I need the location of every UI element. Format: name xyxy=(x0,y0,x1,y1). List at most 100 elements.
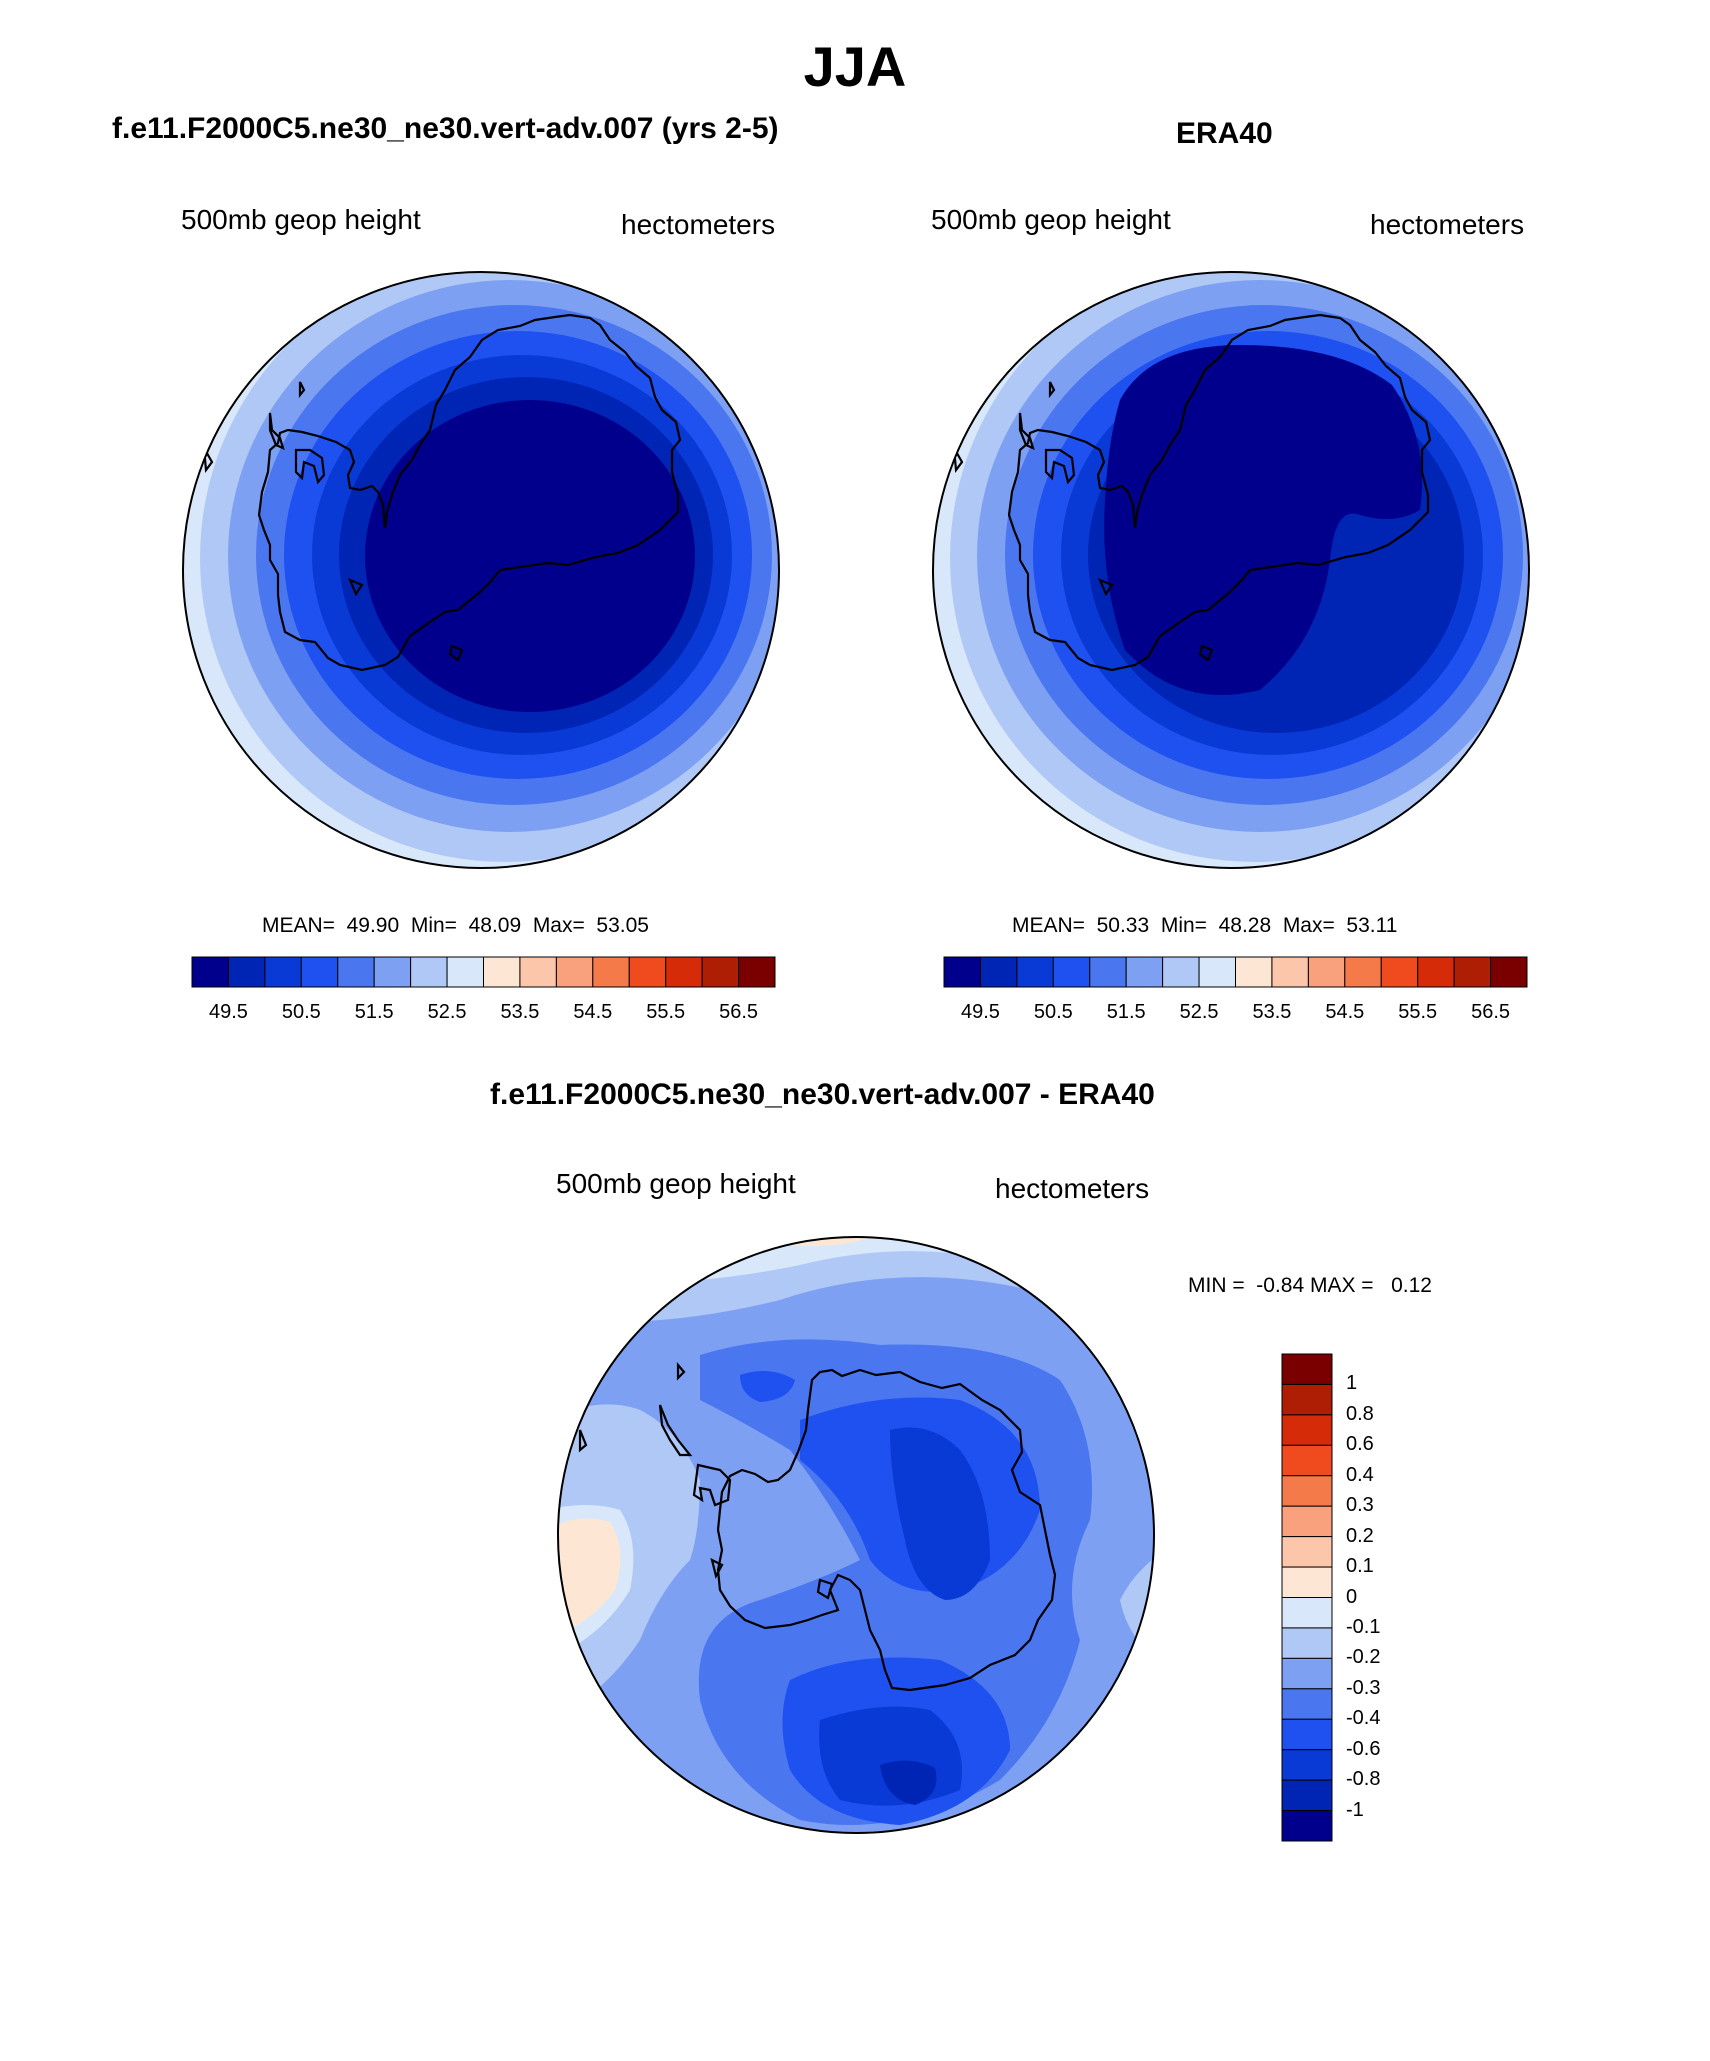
colorbar-1-swatch xyxy=(555,956,594,988)
colorbar-2-tick-label: 49.5 xyxy=(960,1001,1000,1023)
colorbar-3-tick-label: -0.3 xyxy=(1346,1676,1381,1699)
colorbar-3-tick-label: 0.2 xyxy=(1346,1524,1374,1547)
colorbar-2-swatch xyxy=(1162,956,1200,988)
panel-3-variable: 500mb geop height xyxy=(556,1168,796,1199)
colorbar-1-swatch xyxy=(227,956,266,988)
colorbar-3-tick-label: 1 xyxy=(1346,1372,1358,1395)
colorbar-3-tick-label: 0.6 xyxy=(1346,1433,1374,1456)
panel-3-title: f.e11.F2000C5.ne30_ne30.vert-adv.007 - E… xyxy=(490,1078,1155,1111)
colorbar-3-tick-label: -1 xyxy=(1346,1798,1364,1821)
panel-1-stats: MEAN= 49.90 Min= 48.09 Max= 53.05 xyxy=(262,914,649,937)
colorbar-3-swatch xyxy=(1281,1657,1333,1690)
colorbar-1-swatch xyxy=(446,956,484,988)
colorbar-3-tick-label: -0.2 xyxy=(1346,1646,1381,1669)
colorbar-3-swatch xyxy=(1281,1749,1333,1781)
colorbar-2-swatch xyxy=(1235,956,1273,988)
colorbar-1-swatch xyxy=(519,956,557,988)
colorbar-2-swatch xyxy=(1417,956,1455,988)
colorbar-3-tick-label: 0.3 xyxy=(1346,1494,1374,1517)
panel-3-units: hectometers xyxy=(995,1173,1150,1204)
panel-1-title: f.e11.F2000C5.ne30_ne30.vert-adv.007 (yr… xyxy=(112,112,779,145)
panel-2-title: ERA40 xyxy=(1176,117,1273,150)
colorbar-2-swatch xyxy=(1307,956,1346,988)
panel-3-map xyxy=(558,1237,1154,1833)
colorbar-1-swatch xyxy=(410,956,448,988)
coastline-3 xyxy=(578,1362,1057,1692)
colorbar-1 xyxy=(191,956,776,988)
colorbar-3-swatch xyxy=(1281,1444,1333,1477)
figure-title: JJA xyxy=(803,35,907,98)
colorbar-3-swatch xyxy=(1281,1505,1333,1538)
colorbar-3-tick-label: -0.1 xyxy=(1346,1615,1381,1638)
panel-2-stats: MEAN= 50.33 Min= 48.28 Max= 53.11 xyxy=(1012,914,1398,937)
colorbar-2-swatch xyxy=(1380,956,1419,988)
colorbar-2-swatch xyxy=(979,956,1018,988)
colorbar-3-tick-label: 0.4 xyxy=(1346,1463,1374,1486)
colorbar-1-tick-label: 50.5 xyxy=(281,1001,321,1023)
panel-2-map-border xyxy=(932,271,1530,869)
panel-2-variable: 500mb geop height xyxy=(931,204,1171,235)
colorbar-2-tick-label: 50.5 xyxy=(1033,1001,1073,1023)
colorbar-3-tick-label: 0.8 xyxy=(1346,1402,1374,1425)
colorbar-3-swatch xyxy=(1281,1536,1333,1568)
colorbar-3-tick-label: -0.6 xyxy=(1346,1737,1381,1760)
panel-1-map xyxy=(183,272,779,868)
colorbar-2-swatch xyxy=(1052,956,1091,988)
colorbar-2-tick-label: 53.5 xyxy=(1252,1001,1292,1023)
colorbar-2-swatch xyxy=(1125,956,1164,988)
colorbar-2-swatch xyxy=(1016,956,1054,988)
panel-1-units: hectometers xyxy=(621,209,776,240)
colorbar-2-swatch xyxy=(943,956,981,988)
colorbar-3-tick-label: 0 xyxy=(1346,1585,1358,1608)
colorbar-1-swatch xyxy=(373,956,412,988)
colorbar-1-swatch xyxy=(191,956,229,988)
panel-2-units: hectometers xyxy=(1370,209,1525,240)
colorbar-2-swatch xyxy=(1198,956,1236,988)
colorbar-1-swatch xyxy=(300,956,339,988)
colorbar-2-tick-label: 55.5 xyxy=(1398,1001,1438,1023)
colorbar-1-swatch xyxy=(483,956,521,988)
colorbar-2 xyxy=(943,956,1528,988)
colorbar-1-swatch xyxy=(628,956,667,988)
colorbar-1-swatch xyxy=(592,956,630,988)
colorbar-1-tick-label: 53.5 xyxy=(500,1001,540,1023)
colorbar-1-swatch xyxy=(701,956,740,988)
panel-3-map-border xyxy=(557,1236,1155,1834)
colorbar-1-tick-label: 54.5 xyxy=(573,1001,613,1023)
colorbar-1-swatch xyxy=(337,956,375,988)
colorbar-3 xyxy=(1281,1353,1333,1842)
colorbar-2-swatch xyxy=(1344,956,1382,988)
panel-1-variable: 500mb geop height xyxy=(181,204,421,235)
colorbar-3-swatch xyxy=(1281,1688,1333,1720)
colorbar-1-tick-label: 55.5 xyxy=(646,1001,686,1023)
colorbar-3-swatch xyxy=(1281,1566,1333,1598)
colorbar-1-tick-label: 56.5 xyxy=(719,1001,759,1023)
panel-1-map-border xyxy=(182,271,780,869)
colorbar-3-swatch xyxy=(1281,1475,1333,1507)
colorbar-3-swatch xyxy=(1281,1718,1333,1751)
colorbar-3-swatch xyxy=(1281,1779,1333,1812)
colorbar-2-tick-label: 51.5 xyxy=(1106,1001,1146,1023)
panel-2-map xyxy=(933,272,1529,868)
colorbar-1-tick-label: 51.5 xyxy=(354,1001,394,1023)
colorbar-2-tick-label: 54.5 xyxy=(1325,1001,1365,1023)
colorbar-1-tick-label: 49.5 xyxy=(208,1001,248,1023)
colorbar-1-tick-label: 52.5 xyxy=(427,1001,467,1023)
colorbar-3-swatch xyxy=(1281,1597,1333,1629)
colorbar-1-swatch xyxy=(738,956,776,988)
colorbar-2-swatch xyxy=(1490,956,1528,988)
colorbar-3-swatch xyxy=(1281,1414,1333,1446)
colorbar-1-swatch xyxy=(665,956,703,988)
colorbar-3-tick-label: -0.8 xyxy=(1346,1768,1381,1791)
colorbar-3-swatch xyxy=(1281,1383,1333,1416)
colorbar-3-tick-label: -0.4 xyxy=(1346,1707,1381,1730)
panel-3-stats: MIN = -0.84 MAX = 0.12 xyxy=(1188,1274,1432,1297)
colorbar-2-swatch xyxy=(1453,956,1492,988)
colorbar-3-tick-label: 0.1 xyxy=(1346,1555,1374,1578)
colorbar-3-swatch xyxy=(1281,1810,1333,1842)
colorbar-1-swatch xyxy=(264,956,302,988)
colorbar-3-swatch xyxy=(1281,1353,1333,1385)
colorbar-2-swatch xyxy=(1089,956,1127,988)
colorbar-3-swatch xyxy=(1281,1627,1333,1659)
